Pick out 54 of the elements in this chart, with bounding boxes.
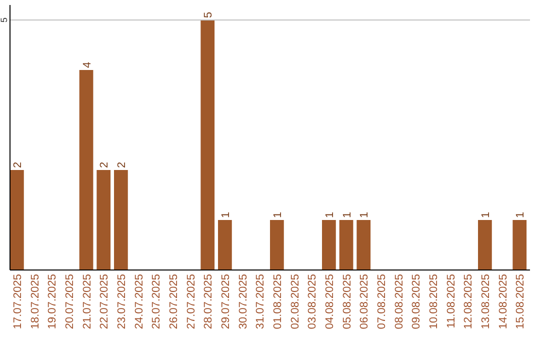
bar bbox=[356, 220, 371, 270]
x-tick-label: 14.08.2025 bbox=[497, 274, 510, 330]
x-tick-label: 02.08.2025 bbox=[289, 274, 302, 330]
x-tick-label: 13.08.2025 bbox=[480, 274, 492, 330]
data-label: 1 bbox=[341, 212, 354, 218]
x-tick-label: 30.07.2025 bbox=[237, 274, 250, 330]
bar bbox=[200, 20, 215, 270]
bar bbox=[218, 220, 232, 270]
bar bbox=[96, 170, 111, 270]
data-label: 1 bbox=[514, 212, 527, 218]
x-tick-label: 25.07.2025 bbox=[150, 274, 163, 330]
bar bbox=[512, 220, 527, 270]
x-tick-label: 04.08.2025 bbox=[324, 274, 336, 330]
x-tick-label: 29.07.2025 bbox=[220, 274, 232, 330]
data-label: 2 bbox=[98, 162, 111, 168]
x-tick-label: 20.07.2025 bbox=[64, 274, 76, 330]
data-label: 4 bbox=[81, 62, 94, 68]
data-label: 1 bbox=[480, 212, 492, 218]
x-tick-label: 24.07.2025 bbox=[133, 274, 146, 330]
data-label: 2 bbox=[12, 162, 24, 168]
x-tick-label: 15.08.2025 bbox=[514, 274, 527, 330]
data-label: 1 bbox=[358, 212, 371, 218]
x-tick-label: 11.08.2025 bbox=[445, 274, 458, 328]
x-tick-label: 01.08.2025 bbox=[272, 274, 284, 330]
bar bbox=[10, 170, 24, 270]
bar bbox=[114, 170, 128, 270]
x-tick-label: 08.08.2025 bbox=[393, 274, 406, 330]
x-tick-label: 09.08.2025 bbox=[410, 274, 423, 330]
x-tick-label: 22.07.2025 bbox=[98, 274, 111, 330]
data-label: 1 bbox=[220, 212, 232, 218]
x-tick-label: 17.07.2025 bbox=[12, 274, 24, 330]
x-tick-label: 07.08.2025 bbox=[376, 274, 388, 330]
bar bbox=[322, 220, 336, 270]
data-label: 5 bbox=[202, 12, 215, 18]
x-tick-label: 27.07.2025 bbox=[185, 274, 198, 330]
x-tick-label: 12.08.2025 bbox=[462, 274, 475, 330]
bar bbox=[270, 220, 284, 270]
x-tick-label: 03.08.2025 bbox=[306, 274, 319, 330]
x-tick-label: 26.07.2025 bbox=[168, 274, 180, 330]
data-label: 2 bbox=[116, 162, 128, 168]
x-tick-label: 06.08.2025 bbox=[358, 274, 371, 330]
data-label: 1 bbox=[272, 212, 284, 218]
x-tick-label: 18.07.2025 bbox=[29, 274, 42, 330]
x-tick-label: 23.07.2025 bbox=[116, 274, 128, 330]
bar bbox=[79, 70, 94, 270]
x-tick-label: 31.07.2025 bbox=[254, 274, 267, 330]
bar bbox=[478, 220, 492, 270]
x-tick-label: 05.08.2025 bbox=[341, 274, 354, 330]
x-tick-label: 21.07.2025 bbox=[81, 274, 94, 330]
x-tick-label: 28.07.2025 bbox=[202, 274, 215, 330]
x-tick-label: 19.07.2025 bbox=[46, 274, 59, 330]
data-label: 1 bbox=[324, 212, 336, 218]
x-tick-label: 10.08.2025 bbox=[428, 274, 440, 330]
bar bbox=[339, 220, 354, 270]
